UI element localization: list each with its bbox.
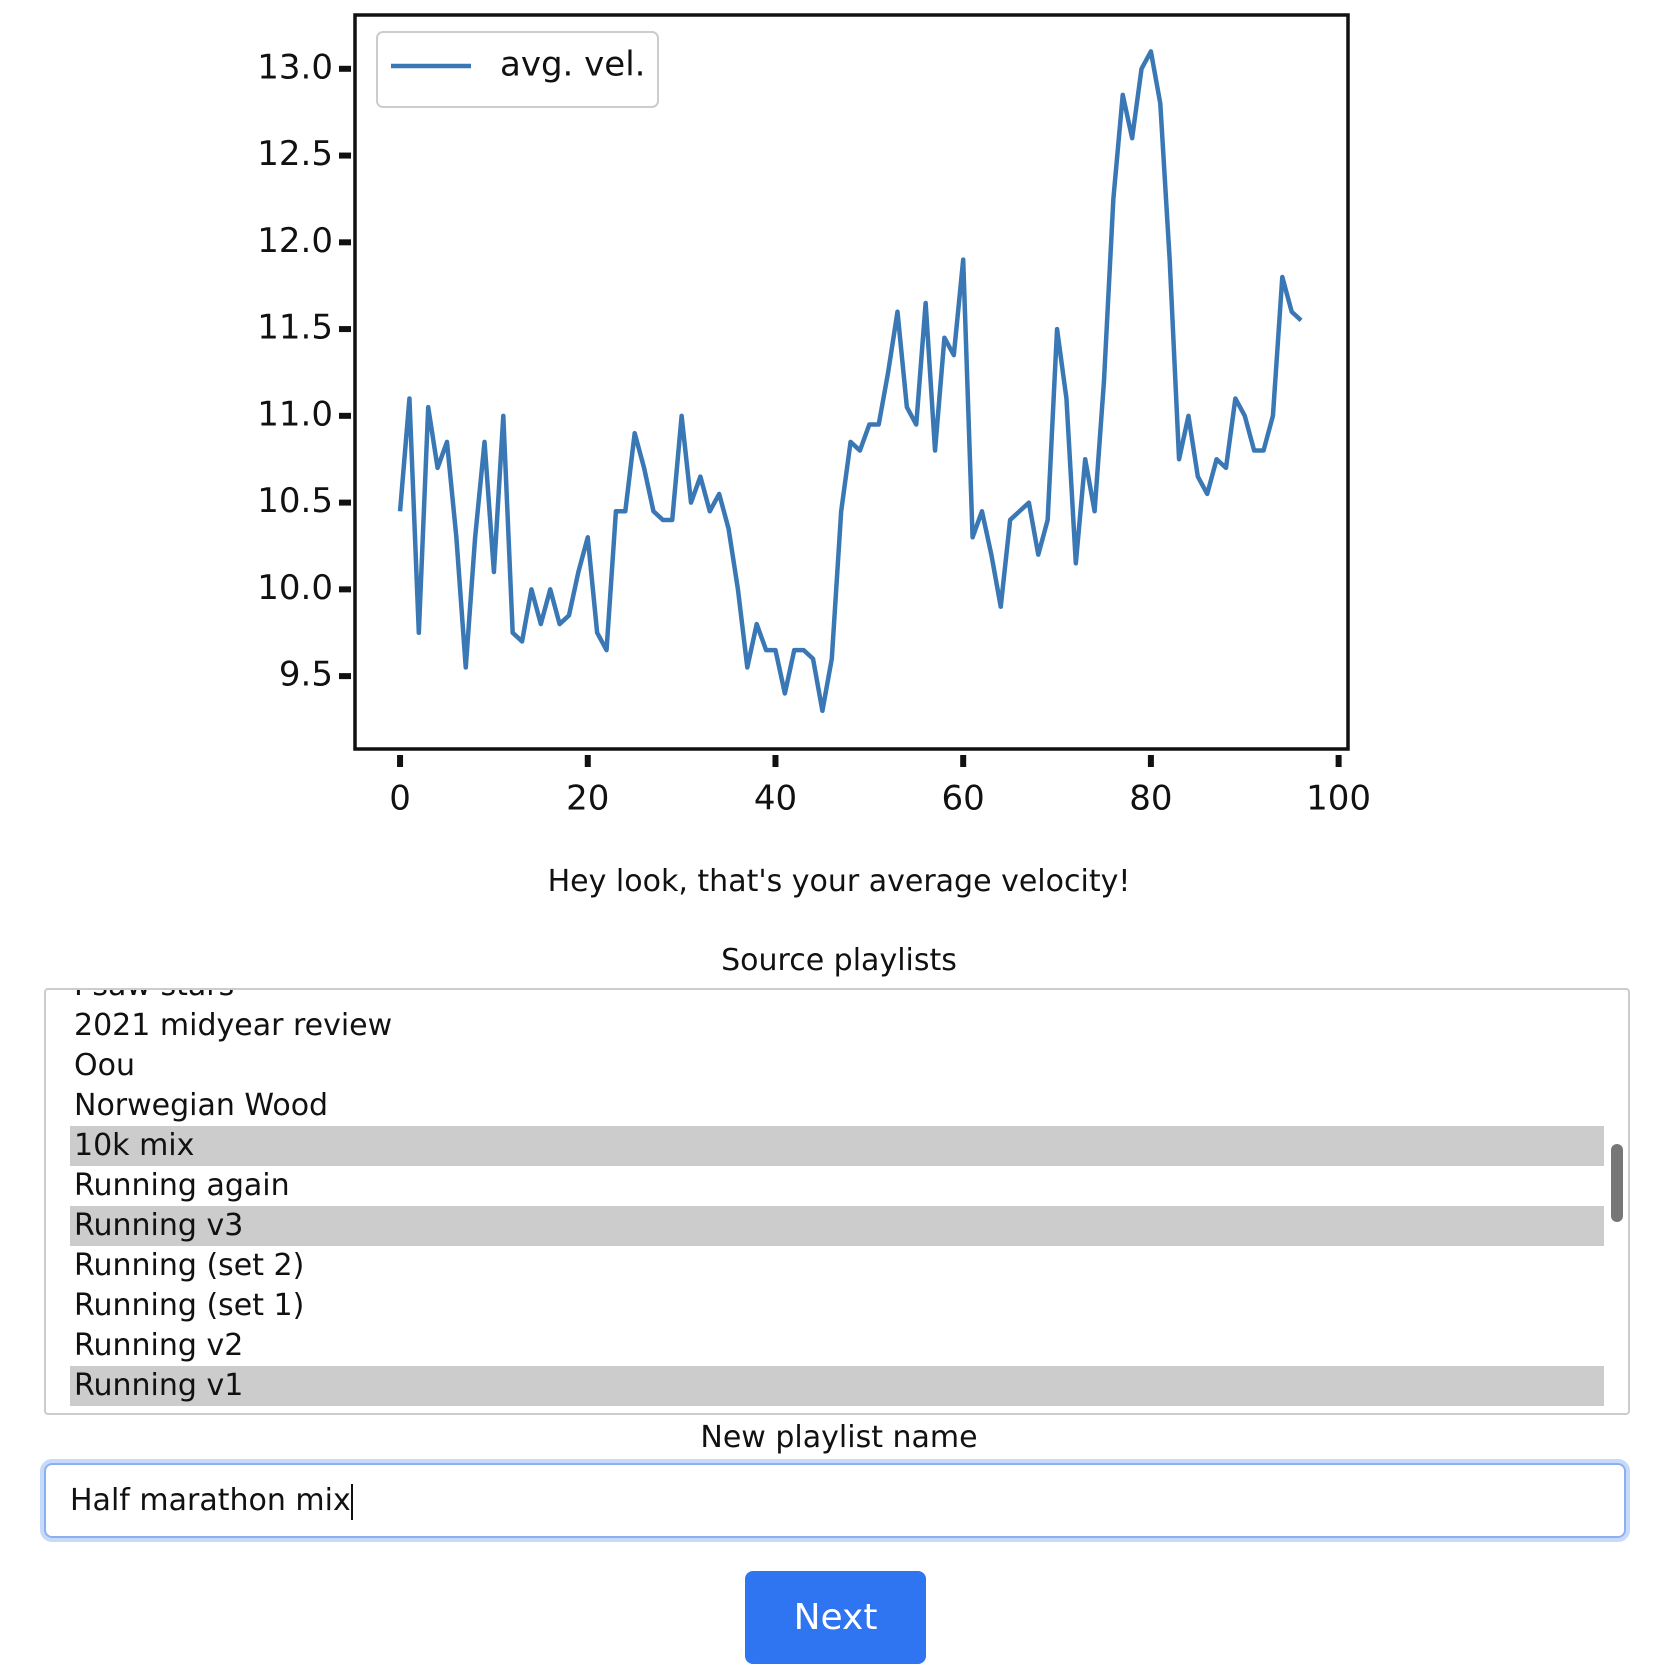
playlist-option[interactable]: 2021 midyear review — [74, 1008, 393, 1043]
playlist-option[interactable]: I saw stars — [70, 990, 1604, 1006]
y-tick-label: 11.0 — [257, 394, 333, 434]
caption: Hey look, that's your average velocity! — [547, 864, 1131, 899]
x-tick-label: 40 — [754, 779, 797, 819]
caret — [350, 1483, 353, 1520]
playlist-option[interactable]: Oou — [74, 1048, 135, 1083]
playlist-option[interactable]: Running again — [74, 1168, 290, 1203]
x-tick-label: 100 — [1306, 779, 1371, 819]
x-tick-label: 20 — [566, 779, 609, 819]
chart: 9.5 10.0 10.5 11.0 11.5 12.0 12.5 13.0 0 20 40 60 80… — [257, 13, 1371, 819]
scrollbar-thumb[interactable] — [1611, 1144, 1623, 1222]
playlist-option[interactable]: Running v3 — [70, 1206, 1604, 1246]
playlist-name-input[interactable]: Half marathon mix — [44, 1463, 1626, 1538]
input-value: Half marathon mix — [70, 1483, 351, 1518]
y-tick-label: 9.5 — [279, 655, 333, 695]
playlist-option[interactable]: 10k mix — [70, 1126, 1604, 1166]
playlist-option[interactable]: Running (set 1) — [74, 1288, 305, 1323]
x-tick-label: 60 — [942, 779, 985, 819]
playlist-option[interactable]: Running v2 — [74, 1328, 244, 1363]
y-tick-label: 11.5 — [257, 308, 333, 348]
y-tick-label: 10.5 — [257, 481, 333, 521]
input-label: New playlist name — [700, 1420, 978, 1455]
playlist-option[interactable]: Norwegian Wood — [74, 1088, 329, 1123]
next-button[interactable]: Next — [745, 1571, 926, 1664]
playlist-listbox[interactable]: I saw stars 2021 midyear review Oou Norwegi… — [44, 988, 1630, 1415]
x-tick-label: 80 — [1129, 779, 1172, 819]
y-tick-label: 12.0 — [257, 221, 333, 261]
playlist-option[interactable]: Running (set 2) — [74, 1248, 305, 1283]
y-tick-label: 12.5 — [257, 134, 333, 174]
playlist-option[interactable]: Running v1 — [70, 1366, 1604, 1406]
y-tick-label: 10.0 — [257, 568, 333, 608]
legend-label: avg. vel. — [500, 45, 645, 85]
legend-box — [376, 31, 659, 108]
list-label: Source playlists — [721, 943, 957, 978]
x-tick-label: 0 — [389, 779, 411, 819]
y-tick-label: 13.0 — [257, 47, 333, 87]
line — [397, 49, 1303, 714]
plot-frame — [353, 13, 1350, 751]
list-items: I saw stars 2021 midyear review Oou Norwegi… — [70, 990, 1604, 1406]
